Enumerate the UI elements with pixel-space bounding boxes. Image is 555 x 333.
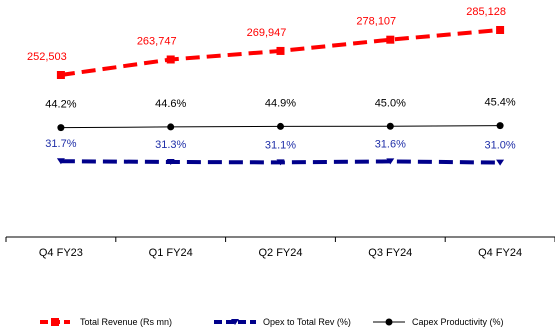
- x-axis-ticks: Q4 FY23 Q1 FY24 Q2 FY24 Q3 FY24 Q4 FY24: [6, 237, 555, 259]
- legend-label: Total Revenue (Rs mn): [80, 317, 172, 327]
- data-labels: 252,503 263,747 269,947 278,107 285,128 31.7%…: [27, 6, 516, 152]
- data-point: [167, 123, 174, 130]
- x-tick-label: Q3 FY24: [368, 247, 412, 259]
- data-label: 44.9%: [265, 97, 296, 109]
- legend: Total Revenue (Rs mn) Opex to Total Rev (…: [40, 317, 504, 327]
- data-point: [497, 122, 504, 129]
- data-label: 45.4%: [484, 97, 515, 109]
- data-point: [386, 36, 394, 44]
- x-tick-label: Q4 FY23: [39, 247, 83, 259]
- data-point: [57, 71, 65, 79]
- legend-marker: [386, 319, 393, 326]
- data-label: 31.0%: [484, 140, 515, 152]
- data-point: [277, 123, 284, 130]
- data-label: 252,503: [27, 51, 67, 63]
- data-label: 31.1%: [265, 139, 296, 151]
- data-label: 31.3%: [155, 139, 186, 151]
- data-label: 31.6%: [375, 138, 406, 150]
- legend-label: Opex to Total Rev (%): [263, 317, 351, 327]
- x-tick-label: Q1 FY24: [149, 247, 193, 259]
- data-label: 44.6%: [155, 98, 186, 110]
- legend-marker: [51, 318, 59, 326]
- data-label: 285,128: [466, 6, 506, 18]
- data-label: 45.0%: [375, 97, 406, 109]
- data-label: 44.2%: [45, 99, 76, 111]
- data-point: [496, 160, 504, 166]
- data-label: 263,747: [137, 35, 177, 47]
- data-point: [277, 47, 285, 55]
- data-label: 31.7%: [45, 138, 76, 150]
- legend-label: Capex Productivity (%): [412, 317, 504, 327]
- x-tick-label: Q4 FY24: [478, 247, 522, 259]
- data-point: [387, 123, 394, 130]
- data-point: [57, 124, 64, 131]
- x-tick-label: Q2 FY24: [258, 247, 302, 259]
- data-point: [496, 26, 504, 34]
- data-point: [167, 55, 175, 63]
- data-label: 269,947: [247, 27, 287, 39]
- data-label: 278,107: [356, 16, 396, 28]
